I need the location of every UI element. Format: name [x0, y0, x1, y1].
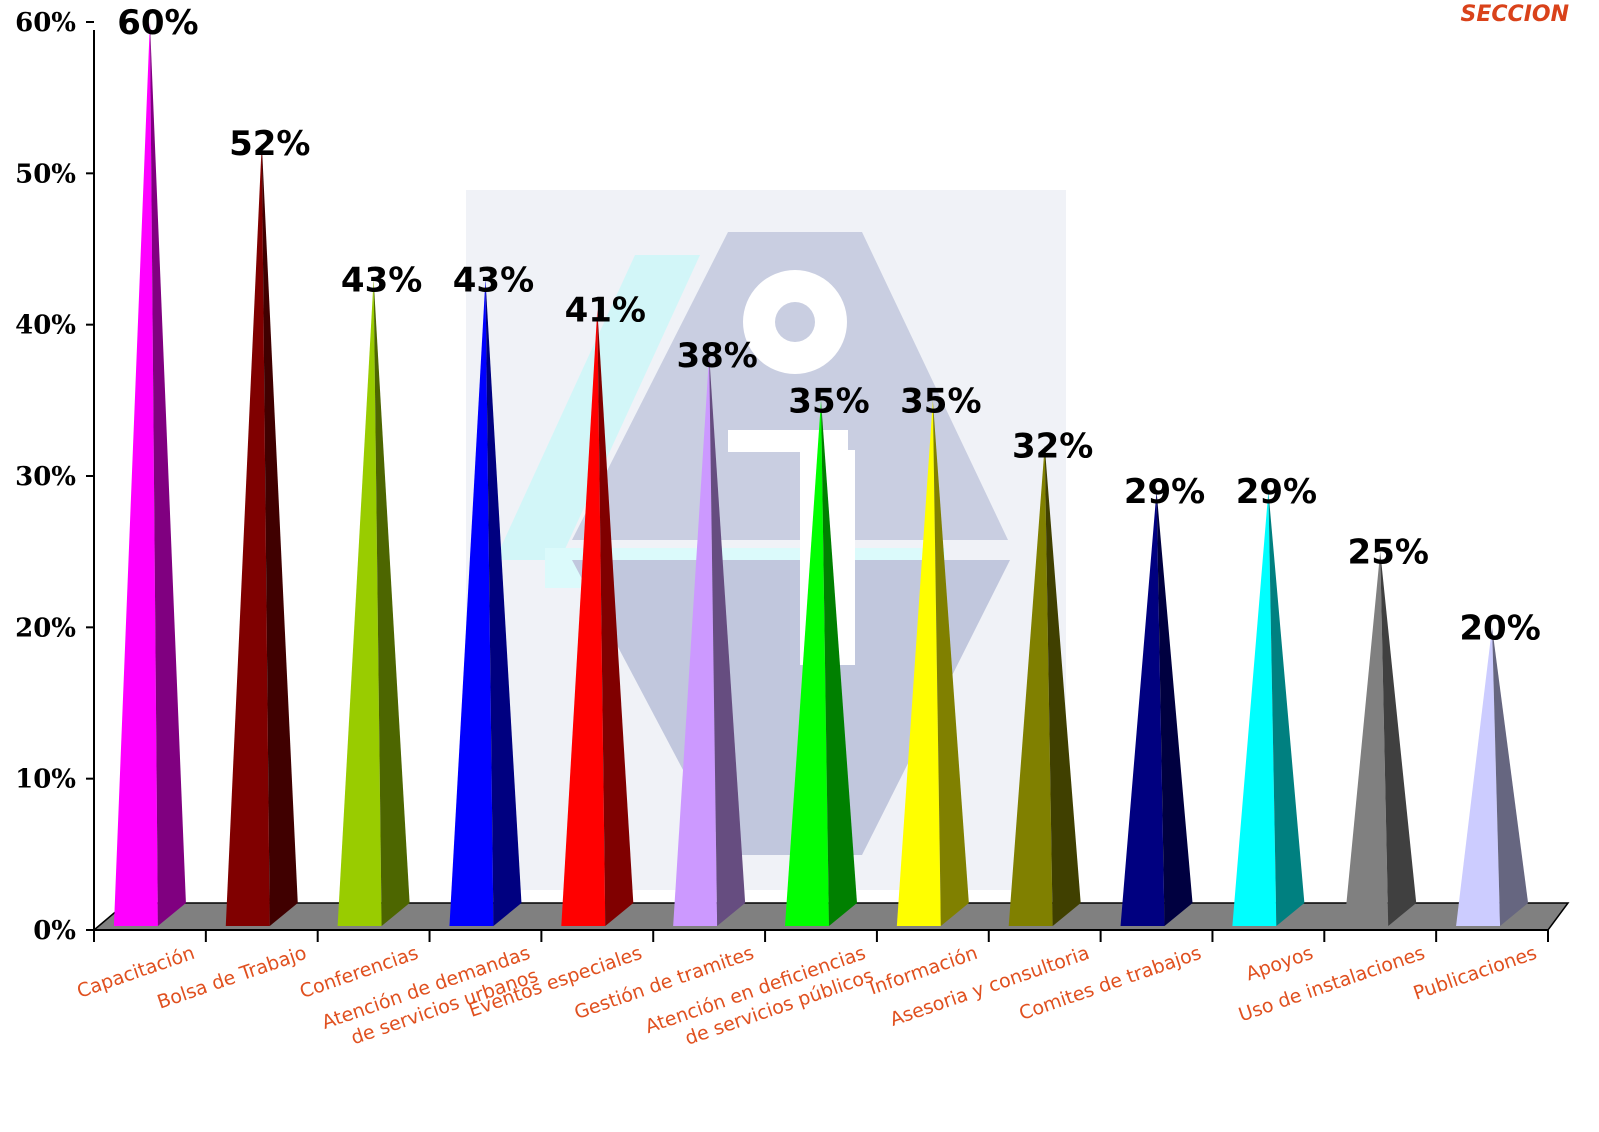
category-label: Asesoria y consultoria	[887, 942, 1092, 1031]
category-label: Apoyos	[1243, 942, 1316, 985]
y-tick-label: 30%	[15, 462, 76, 492]
category-label: Uso de instalaciones	[1236, 942, 1428, 1026]
value-label: 29%	[1236, 472, 1317, 512]
value-label: 43%	[341, 260, 422, 300]
bar-side-2	[373, 279, 410, 926]
category-label: Publicaciones	[1411, 942, 1540, 1005]
y-tick-label: 20%	[15, 613, 76, 643]
category-label-line: Apoyos	[1243, 942, 1316, 985]
bar-side-3	[485, 279, 522, 926]
bar-front-4	[561, 309, 606, 926]
bar-side-9	[1156, 491, 1193, 926]
y-tick-label: 60%	[15, 8, 76, 38]
value-label: 41%	[565, 291, 646, 331]
bar-front-8	[1008, 445, 1053, 926]
bar-side-6	[821, 400, 857, 926]
section-label: SECCION	[1460, 2, 1569, 27]
value-label: 52%	[229, 124, 310, 164]
bar-front-12	[1456, 627, 1501, 926]
category-label-line: Comites de trabajos	[1016, 942, 1204, 1025]
bar-side-5	[709, 354, 746, 926]
value-label: 43%	[453, 260, 534, 300]
category-label-line: Asesoria y consultoria	[887, 942, 1092, 1031]
bar-side-11	[1380, 551, 1417, 926]
bar-side-1	[261, 143, 298, 927]
value-label: 25%	[1348, 533, 1429, 573]
bar-front-9	[1120, 491, 1165, 926]
bar-front-7	[896, 400, 941, 926]
bar-front-11	[1344, 551, 1389, 926]
bar-front-6	[785, 400, 829, 926]
category-label-line: Publicaciones	[1411, 942, 1540, 1005]
bar-side-7	[932, 400, 969, 926]
value-label: 20%	[1459, 608, 1540, 648]
bar-side-10	[1268, 491, 1305, 926]
y-tick-label: 10%	[15, 765, 76, 795]
bar-side-0	[149, 22, 186, 926]
logo-watermark	[466, 190, 1066, 890]
category-label: Comites de trabajos	[1016, 942, 1204, 1025]
value-label: 60%	[117, 3, 198, 43]
category-label-line: Uso de instalaciones	[1236, 942, 1428, 1026]
y-tick-label: 0%	[33, 916, 76, 946]
bar-side-8	[1044, 445, 1081, 926]
bar-front-3	[449, 279, 494, 926]
value-label: 38%	[676, 336, 757, 376]
bar-front-1	[225, 143, 270, 927]
value-label: 35%	[900, 381, 981, 421]
value-label: 35%	[788, 381, 869, 421]
bar-front-2	[337, 279, 382, 926]
value-label: 29%	[1124, 472, 1205, 512]
value-label: 32%	[1012, 427, 1093, 467]
bar-side-4	[597, 309, 634, 926]
bar-front-0	[113, 22, 158, 926]
bar-front-5	[673, 354, 718, 926]
bar-side-12	[1492, 627, 1529, 926]
y-tick-label: 40%	[15, 311, 76, 341]
y-tick-label: 50%	[15, 159, 76, 189]
bar-front-10	[1232, 491, 1277, 926]
